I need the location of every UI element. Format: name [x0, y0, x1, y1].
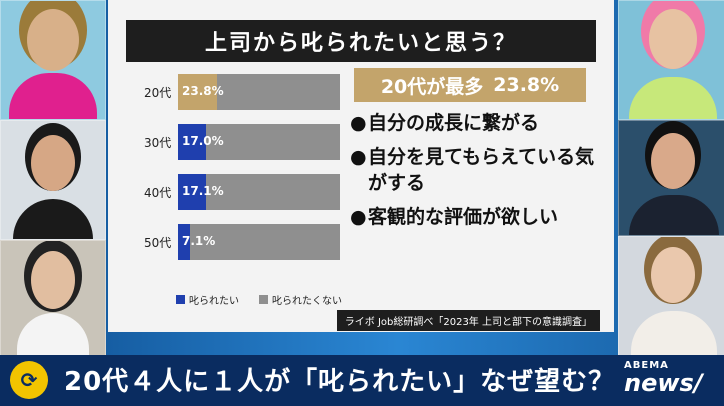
person-body — [629, 77, 717, 119]
legend-label: 叱られたくない — [272, 296, 342, 307]
category-label: 40代 — [144, 186, 172, 200]
bar-chart: 20代 23.8% 30代 17.0% 40代 17.1% 50代 7.1% — [108, 64, 358, 304]
bar-want — [178, 224, 190, 260]
chart-title: 上司から叱られたいと思う？ — [126, 20, 596, 62]
bar-not-want — [178, 224, 340, 260]
person-body — [631, 311, 717, 355]
person-head — [651, 133, 695, 189]
chart-legend: 叱られたい 叱られたくない — [176, 292, 342, 307]
bar-want — [178, 174, 206, 210]
bar-value-label: 7.1% — [182, 234, 216, 248]
camera-tile-6 — [618, 236, 724, 356]
person-head — [649, 9, 697, 69]
person-head — [31, 135, 75, 191]
caption-text: 20代４人に１人が「叱られたい」なぜ望む？ — [64, 367, 616, 397]
camera-tile-3 — [0, 240, 106, 356]
person-head — [31, 251, 75, 309]
camera-tile-5 — [618, 120, 724, 236]
reason-list: ● 自分の成長に繋がる ● 自分を見てもらえている気がする ● 客観的な評価が欲しい — [350, 110, 600, 238]
reason-text: 自分の成長に繋がる — [368, 112, 540, 134]
reason-item: ● 客観的な評価が欲しい — [350, 206, 559, 228]
chart-panel: 上司から叱られたいと思う？ 20代 23.8% 30代 17.0% 40代 17.1% 50… — [108, 0, 614, 332]
person-head — [651, 247, 695, 303]
reason-text: 客観的な評価が欲しい — [368, 206, 559, 228]
person-body — [9, 73, 97, 119]
camera-tile-4 — [618, 0, 724, 120]
legend-item-not-want: 叱られたくない — [259, 292, 342, 307]
reason-text: 自分を見てもらえている気がする — [368, 146, 595, 194]
person-head — [27, 9, 79, 71]
highlight-text: 20代が最多 — [380, 75, 484, 98]
abema-news-logo: ABEMA news/ — [624, 360, 716, 402]
reason-item: ● 自分の成長に繋がる — [350, 112, 540, 134]
highlight-box: 20代が最多 23.8% — [354, 68, 586, 102]
bar-value-label: 17.0% — [182, 134, 224, 148]
bar-value-label: 23.8% — [182, 84, 224, 98]
legend-label: 叱られたい — [189, 296, 239, 307]
bar-want — [178, 74, 217, 110]
refresh-icon: ⟳ — [10, 361, 48, 399]
legend-swatch — [259, 295, 268, 304]
person-body — [13, 199, 93, 239]
caption-banner — [0, 355, 724, 406]
person-body — [629, 195, 719, 235]
category-label: 50代 — [144, 236, 172, 250]
category-label: 30代 — [144, 136, 172, 150]
reason-item: ● 自分を見てもらえている気がする — [350, 144, 600, 196]
camera-tile-2 — [0, 120, 106, 240]
highlight-value: 23.8% — [493, 74, 560, 96]
bar-want — [178, 124, 206, 160]
person-body — [17, 313, 89, 355]
category-label: 20代 — [144, 86, 172, 100]
logo-bottom: news/ — [624, 369, 703, 397]
logo-top: ABEMA — [624, 360, 669, 371]
legend-swatch — [176, 295, 185, 304]
camera-tile-1 — [0, 0, 106, 120]
legend-item-want: 叱られたい — [176, 292, 239, 307]
source-note: ライボ Job総研調べ「2023年 上司と部下の意識調査」 — [336, 310, 600, 331]
bar-value-label: 17.1% — [182, 184, 224, 198]
